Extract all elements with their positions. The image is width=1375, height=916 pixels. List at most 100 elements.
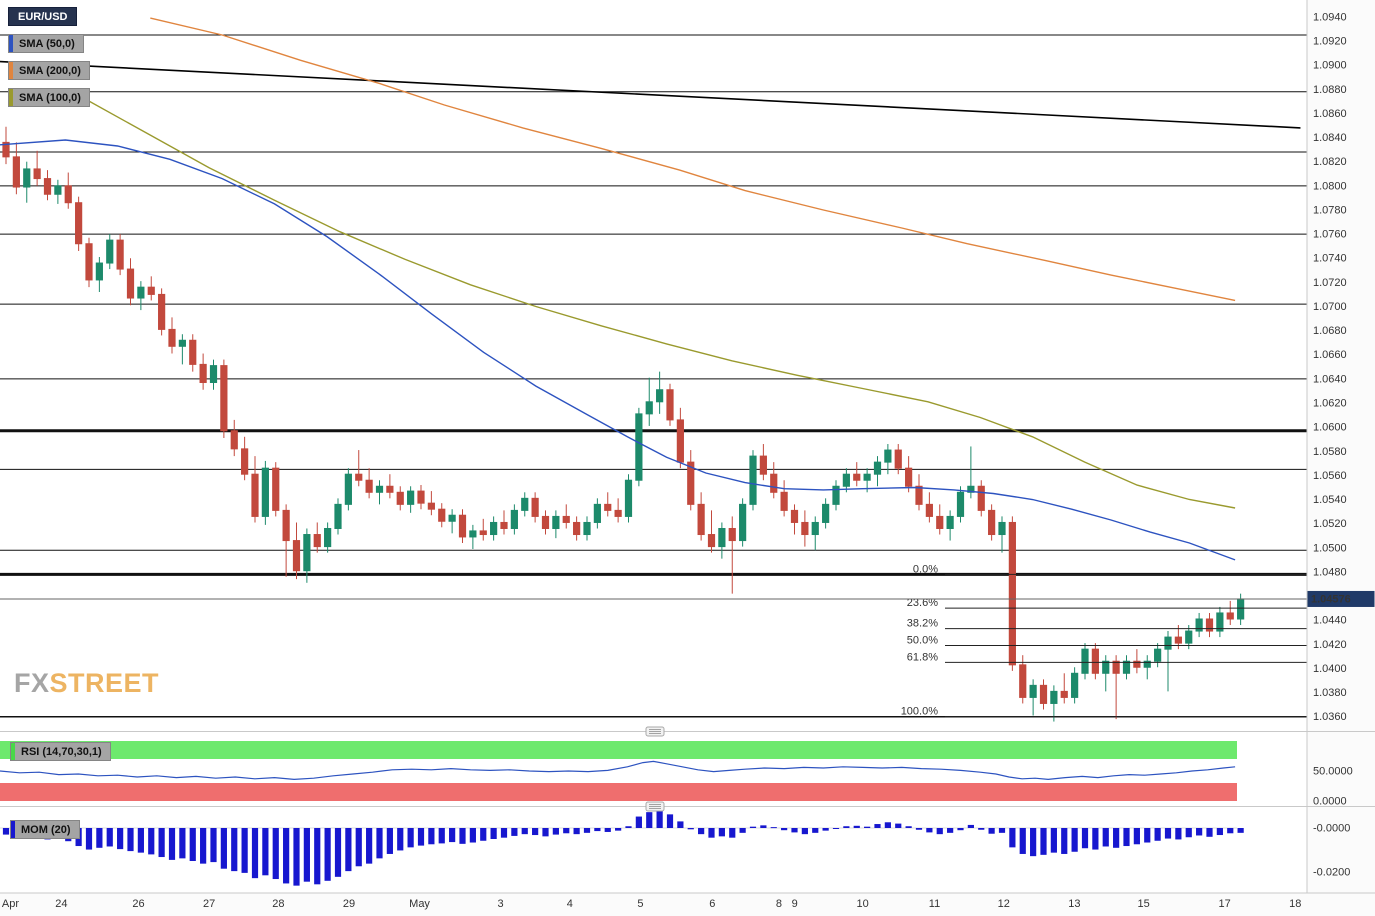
candle-body[interactable] [822, 503, 830, 523]
momentum-bar[interactable] [967, 824, 974, 828]
momentum-bar[interactable] [1175, 828, 1182, 840]
momentum-bar[interactable] [625, 826, 632, 828]
candle-body[interactable] [500, 521, 508, 529]
momentum-bar[interactable] [1113, 828, 1120, 848]
candle-body[interactable] [635, 413, 643, 481]
candle-body[interactable] [811, 521, 819, 536]
sma-200-line[interactable] [150, 17, 1236, 302]
indicator-badge-sma200[interactable]: SMA (200,0) [8, 61, 90, 80]
candle-body[interactable] [458, 514, 467, 538]
momentum-bar[interactable] [251, 828, 259, 879]
candle-body[interactable] [469, 530, 477, 538]
trendline[interactable] [0, 60, 1301, 129]
momentum-bar[interactable] [449, 828, 456, 843]
momentum-bar[interactable] [355, 828, 362, 867]
candle-body[interactable] [915, 485, 923, 505]
symbol-badge[interactable]: EUR/USD [8, 7, 77, 26]
momentum-bar[interactable] [521, 828, 528, 835]
momentum-bar[interactable] [832, 828, 840, 829]
candle-body[interactable] [1174, 636, 1182, 644]
candle-body[interactable] [510, 509, 518, 529]
sma-50-line[interactable] [0, 139, 1236, 561]
momentum-bar[interactable] [666, 814, 674, 828]
momentum-bar[interactable] [210, 828, 217, 863]
candle-body[interactable] [417, 490, 425, 504]
momentum-bar[interactable] [926, 828, 933, 833]
candle-body[interactable] [209, 365, 218, 383]
momentum-bar[interactable] [1237, 828, 1244, 833]
momentum-bar[interactable] [957, 828, 964, 831]
momentum-bar[interactable] [117, 828, 124, 850]
candle-body[interactable] [1216, 612, 1224, 632]
candle-body[interactable] [853, 473, 861, 481]
candle-body[interactable] [1081, 648, 1089, 674]
candle-body[interactable] [334, 503, 342, 529]
candle-body[interactable] [521, 497, 529, 511]
momentum-bar[interactable] [905, 826, 912, 828]
candle-body[interactable] [1143, 660, 1151, 668]
momentum-bar[interactable] [1216, 828, 1223, 836]
momentum-bar[interactable] [812, 828, 819, 833]
candle-body[interactable] [438, 508, 446, 522]
candle-body[interactable] [407, 490, 415, 505]
candle-body[interactable] [12, 156, 20, 188]
momentum-bar[interactable] [220, 828, 227, 869]
candle-body[interactable] [199, 363, 207, 383]
candle-body[interactable] [676, 419, 684, 463]
indicator-badge-sma50[interactable]: SMA (50,0) [8, 34, 84, 53]
candle-body[interactable] [23, 168, 31, 188]
candle-body[interactable] [801, 521, 809, 536]
momentum-bar[interactable] [106, 828, 113, 847]
candle-body[interactable] [770, 473, 778, 493]
candle-body[interactable] [1154, 648, 1162, 662]
momentum-bar[interactable] [386, 828, 393, 854]
momentum-bar[interactable] [85, 828, 93, 850]
momentum-bar[interactable] [573, 828, 580, 835]
momentum-bar[interactable] [594, 828, 601, 832]
momentum-bar[interactable] [874, 824, 881, 828]
candle-body[interactable] [241, 448, 249, 475]
candle-body[interactable] [780, 491, 788, 511]
candle-body[interactable] [313, 534, 321, 548]
candle-body[interactable] [1164, 636, 1172, 650]
candle-body[interactable] [687, 461, 695, 505]
candle-body[interactable] [230, 430, 238, 450]
momentum-bar[interactable] [635, 816, 642, 828]
candle-body[interactable] [1060, 690, 1068, 698]
candle-body[interactable] [1195, 618, 1203, 632]
momentum-bar[interactable] [656, 810, 663, 828]
candle-body[interactable] [448, 514, 456, 522]
candle-body[interactable] [998, 521, 1006, 536]
candle-body[interactable] [220, 365, 228, 432]
candle-body[interactable] [386, 485, 394, 493]
candle-body[interactable] [1185, 630, 1193, 644]
momentum-bar[interactable] [677, 821, 684, 828]
momentum-bar[interactable] [947, 828, 954, 833]
momentum-bar[interactable] [1185, 828, 1192, 838]
momentum-bar[interactable] [532, 828, 539, 836]
candle-body[interactable] [728, 527, 736, 542]
momentum-bar[interactable] [334, 828, 342, 877]
candle-body[interactable] [624, 479, 633, 517]
momentum-bar[interactable] [1009, 828, 1016, 848]
candle-body[interactable] [272, 467, 280, 511]
candle-body[interactable] [355, 473, 363, 481]
momentum-bar[interactable] [781, 828, 788, 831]
candle-body[interactable] [552, 515, 560, 529]
indicator-badge-rsi[interactable]: RSI (14,70,30,1) [10, 742, 111, 761]
momentum-bar[interactable] [708, 828, 715, 838]
candle-body[interactable] [541, 515, 550, 529]
momentum-bar[interactable] [563, 828, 570, 834]
momentum-bar[interactable] [1019, 828, 1026, 854]
indicator-badge-mom[interactable]: MOM (20) [10, 820, 80, 839]
indicator-badge-sma100[interactable]: SMA (100,0) [8, 88, 90, 107]
candle-body[interactable] [282, 509, 290, 542]
rsi-line[interactable] [0, 760, 1236, 781]
candle-body[interactable] [593, 503, 601, 523]
candle-body[interactable] [490, 521, 498, 536]
momentum-bar[interactable] [417, 828, 425, 846]
candle-body[interactable] [1122, 660, 1131, 674]
candle-body[interactable] [427, 502, 435, 510]
candle-body[interactable] [583, 521, 591, 536]
candle-body[interactable] [656, 389, 664, 403]
